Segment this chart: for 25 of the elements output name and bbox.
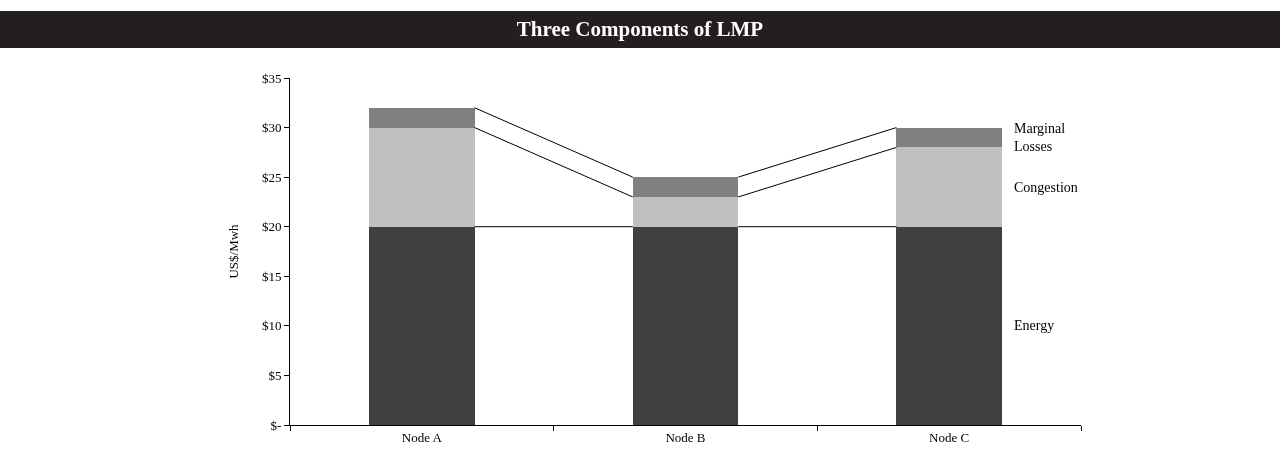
bar <box>632 226 739 425</box>
x-tick-label: Node A <box>401 429 443 445</box>
bar <box>896 127 1002 148</box>
y-tick-label: $30 <box>261 120 282 136</box>
bar <box>632 177 739 197</box>
x-tick-label: Node B <box>665 429 706 445</box>
bar <box>632 196 739 227</box>
bar <box>896 147 1002 227</box>
y-tick-label: $20 <box>261 219 282 235</box>
series-label: Marginal Losses <box>1014 121 1066 155</box>
y-tick-label: $10 <box>261 318 282 334</box>
chart-title: Three Components of LMP <box>0 11 1280 48</box>
y-tick-label: $35 <box>261 70 282 86</box>
series-label: Congestion <box>1014 180 1078 195</box>
y-tick-label: $5 <box>268 367 282 383</box>
series-label: Energy <box>1014 318 1055 333</box>
bar <box>369 226 475 425</box>
bar <box>369 127 475 227</box>
y-tick-label: $25 <box>261 169 282 185</box>
y-tick-label: $- <box>270 417 282 433</box>
bar <box>369 107 475 128</box>
x-tick-label: Node C <box>929 429 970 445</box>
y-axis-title: US$/Mwh <box>225 223 241 279</box>
bar <box>896 226 1002 425</box>
y-tick-label: $15 <box>261 268 282 284</box>
